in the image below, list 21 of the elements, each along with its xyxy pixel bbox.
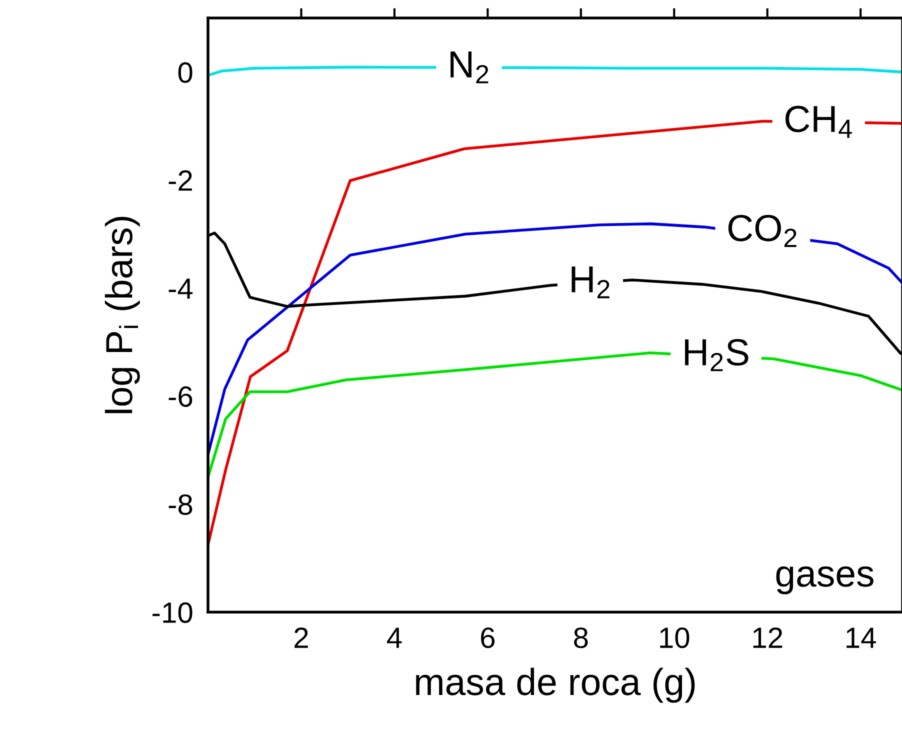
annotation: CO$_{2}$	[728, 214, 796, 247]
x-tick-label: 10	[660, 627, 690, 648]
y-axis-title: log P$_{i}$ (bars)	[104, 216, 140, 414]
y-tick-label: -4	[168, 278, 193, 299]
x-tick-label: 4	[387, 628, 402, 648]
x-axis-title: masa de roca (g)	[416, 668, 695, 703]
x-tick-label: 2	[294, 627, 308, 648]
y-tick-label: 0	[178, 62, 192, 83]
x-tick-label: 12	[753, 627, 782, 648]
annotation: H$_{2}$	[572, 266, 610, 298]
y-tick-label: -6	[168, 386, 192, 407]
y-tick-label: -8	[168, 494, 192, 515]
y-tick-label: -2	[168, 170, 192, 191]
x-tick-label: 14	[846, 628, 876, 648]
annotation: N$_{2}$	[450, 52, 488, 84]
x-tick-label: 8	[574, 627, 588, 648]
annotation: CH$_{4}$	[785, 106, 852, 138]
y-tick-label: -10	[152, 602, 192, 623]
annotation: H$_{2}$S	[685, 339, 748, 372]
annotation: gases	[776, 566, 874, 594]
x-tick-label: 6	[481, 627, 495, 648]
